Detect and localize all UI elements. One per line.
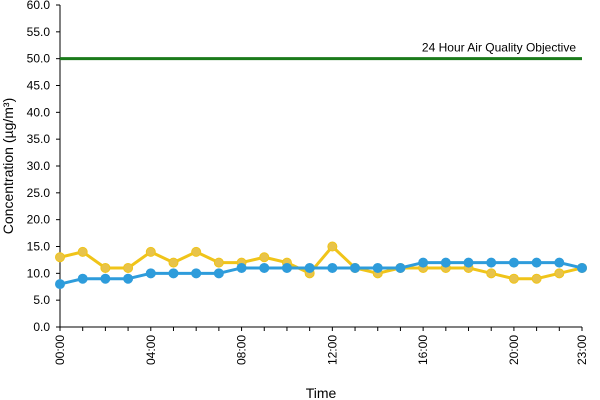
- x-tick-label: 12:00: [325, 335, 339, 365]
- x-axis-title: Time: [306, 385, 337, 400]
- data-point: [395, 262, 406, 273]
- data-point: [100, 262, 111, 273]
- reference-line-group: 24 Hour Air Quality Objective: [60, 41, 582, 61]
- data-point: [145, 268, 156, 279]
- data-point: [168, 257, 179, 268]
- data-point: [281, 262, 292, 273]
- y-tick-label: 5.0: [33, 293, 50, 307]
- data-point: [77, 246, 88, 257]
- data-point: [100, 273, 111, 284]
- data-point: [145, 246, 156, 257]
- x-tick-label: 23:00: [575, 335, 589, 365]
- x-tick-label: 04:00: [144, 335, 158, 365]
- y-tick-label: 15.0: [27, 240, 51, 254]
- data-point: [440, 257, 451, 268]
- data-point: [191, 246, 202, 257]
- data-point: [259, 262, 270, 273]
- y-tick-label: 55.0: [27, 25, 51, 39]
- data-point: [327, 241, 338, 252]
- data-point: [236, 262, 247, 273]
- data-point: [213, 268, 224, 279]
- y-tick-label: 30.0: [27, 159, 51, 173]
- data-point: [531, 257, 542, 268]
- data-point: [486, 257, 497, 268]
- data-point: [531, 273, 542, 284]
- data-point: [123, 273, 134, 284]
- data-point: [77, 273, 88, 284]
- data-point: [554, 268, 565, 279]
- data-point: [508, 257, 519, 268]
- series-2: [55, 257, 587, 290]
- data-point: [327, 262, 338, 273]
- data-point: [486, 268, 497, 279]
- x-tick-label: 20:00: [507, 335, 521, 365]
- x-axis-ticks: 00:00 04:00 08:00 12:00 16:00 20:00 23:00: [53, 327, 589, 365]
- x-tick-label: 08:00: [235, 335, 249, 365]
- data-point: [372, 262, 383, 273]
- data-point: [418, 257, 429, 268]
- reference-line-label: 24 Hour Air Quality Objective: [422, 41, 576, 55]
- data-point: [168, 268, 179, 279]
- y-tick-label: 60.0: [27, 0, 51, 12]
- y-tick-label: 50.0: [27, 52, 51, 66]
- data-point: [350, 262, 361, 273]
- y-tick-label: 25.0: [27, 186, 51, 200]
- y-tick-label: 35.0: [27, 132, 51, 146]
- y-tick-label: 10.0: [27, 266, 51, 280]
- data-point: [508, 273, 519, 284]
- y-tick-label: 0.0: [33, 320, 50, 334]
- axis-titles: Time Concentration (µg/m³): [0, 98, 337, 400]
- y-axis-title: Concentration (µg/m³): [0, 98, 16, 234]
- series-group: [55, 241, 587, 290]
- data-point: [304, 262, 315, 273]
- y-tick-label: 40.0: [27, 105, 51, 119]
- data-point: [123, 262, 134, 273]
- y-tick-label: 45.0: [27, 79, 51, 93]
- data-point: [55, 252, 65, 263]
- y-tick-label: 20.0: [27, 213, 51, 227]
- data-point: [191, 268, 202, 279]
- x-tick-label: 16:00: [416, 335, 430, 365]
- data-point: [213, 257, 224, 268]
- data-point: [554, 257, 565, 268]
- y-axis-ticks: 0.0 5.0 10.0 15.0 20.0 25.0 30.0 35.0 40.0 45.0 50…: [27, 0, 60, 334]
- data-point: [259, 252, 270, 263]
- series-line: [59, 261, 583, 286]
- x-tick-label: 00:00: [53, 335, 67, 365]
- data-point: [55, 279, 65, 290]
- data-point: [577, 262, 587, 273]
- data-point: [463, 257, 474, 268]
